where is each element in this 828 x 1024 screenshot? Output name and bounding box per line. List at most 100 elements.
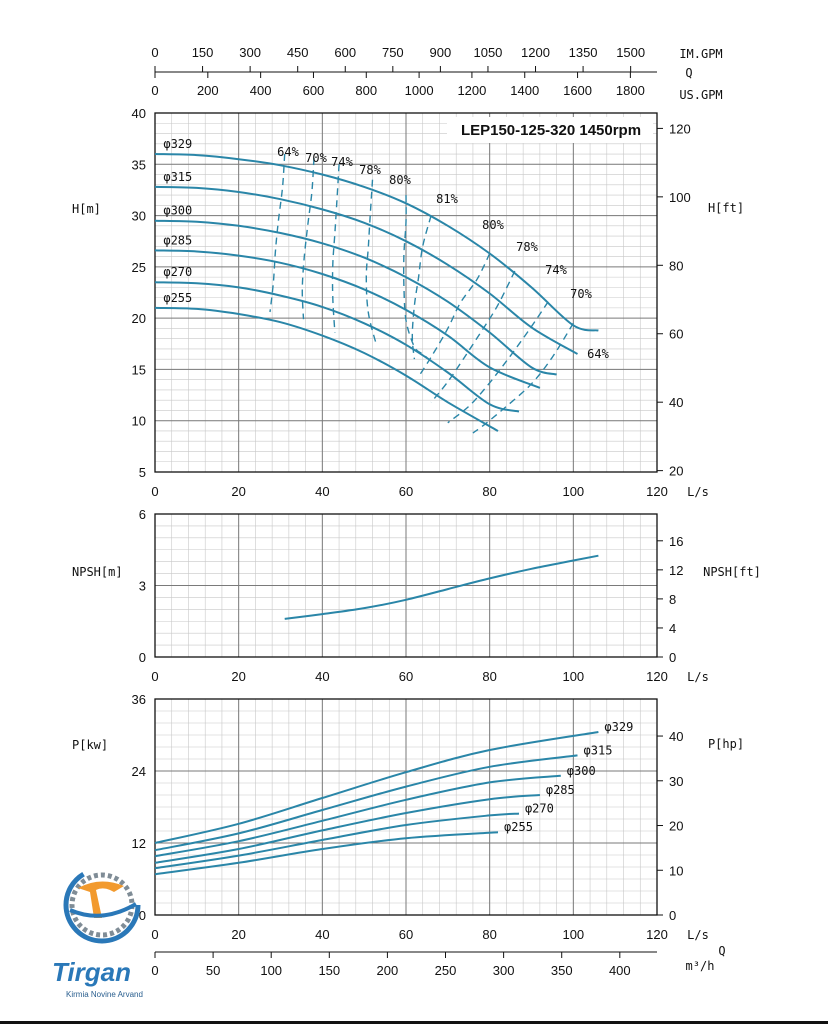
x-tick-label: 20 [231, 669, 245, 684]
x-tick-label: 60 [399, 927, 413, 942]
power-curve-label: φ329 [604, 720, 633, 734]
x-tick-label: 100 [562, 927, 584, 942]
top-us-gpm-tick: 1200 [457, 83, 486, 98]
y-right-tick-label: 10 [669, 863, 683, 878]
top-us-gpm-tick: 800 [355, 83, 377, 98]
efficiency-curve [301, 158, 315, 320]
x-tick-label: 120 [646, 669, 668, 684]
impeller-diameter-label: φ300 [163, 204, 192, 218]
top-im-gpm-tick: 1350 [569, 45, 598, 60]
efficiency-label: 70% [570, 287, 592, 301]
impeller-diameter-label: φ270 [163, 265, 192, 279]
y-tick-label: 25 [132, 260, 146, 275]
top-im-gpm-tick: 300 [239, 45, 261, 60]
y-axis-label: P[kw] [72, 738, 108, 752]
y-right-tick-label: 16 [669, 534, 683, 549]
efficiency-label: 70% [305, 151, 327, 165]
efficiency-curve [418, 253, 491, 377]
x-tick-label: 120 [646, 484, 668, 499]
x-axis-label: L/s [687, 928, 709, 942]
bottom-m3h-tick: 300 [493, 963, 515, 978]
series-line [154, 831, 499, 876]
y-axis-label: NPSH[m] [72, 565, 123, 579]
efficiency-curve [472, 322, 574, 434]
bottom-m3h-tick: 400 [609, 963, 631, 978]
efficiency-curve [411, 215, 432, 360]
power-curve-label: φ285 [546, 783, 575, 797]
y-right-tick-label: 4 [669, 621, 676, 636]
y-right-tick-label: 20 [669, 464, 683, 479]
top-us-gpm-tick: 600 [303, 83, 325, 98]
y-tick-label: 5 [139, 465, 146, 480]
x-tick-label: 80 [482, 484, 496, 499]
logo-mark-icon [78, 881, 124, 918]
power-curve-label: φ315 [584, 743, 613, 757]
y-right-tick-label: 100 [669, 190, 691, 205]
x-tick-label: 20 [231, 927, 245, 942]
y-tick-label: 35 [132, 157, 146, 172]
series-line [154, 219, 557, 376]
efficiency-label: 80% [482, 218, 504, 232]
logo-wordmark: Tirgan [52, 957, 131, 987]
x-tick-label: 80 [482, 669, 496, 684]
y-right-tick-label: 40 [669, 395, 683, 410]
efficiency-curve [269, 153, 286, 313]
y-right-tick-label: 12 [669, 563, 683, 578]
top-us-gpm-tick: 1800 [616, 83, 645, 98]
power-curve-label: φ255 [504, 820, 533, 834]
top-axis-unit-us-gpm: US.GPM [679, 88, 722, 102]
impeller-diameter-label: φ285 [163, 233, 192, 247]
chart-title: LEP150-125-320 1450rpm [461, 122, 641, 139]
y-tick-label: 0 [139, 650, 146, 665]
efficiency-label: 64% [587, 347, 609, 361]
y-tick-label: 12 [132, 836, 146, 851]
bottom-m3h-tick: 100 [260, 963, 282, 978]
top-im-gpm-tick: 750 [382, 45, 404, 60]
y-tick-label: 20 [132, 311, 146, 326]
plot-frame [154, 112, 658, 473]
x-tick-label: 0 [151, 484, 158, 499]
bottom-m3h-tick: 150 [318, 963, 340, 978]
series-line [154, 812, 520, 870]
efficiency-curve [447, 301, 549, 424]
y-tick-label: 10 [132, 414, 146, 429]
top-us-gpm-tick: 200 [197, 83, 219, 98]
efficiency-label: 74% [331, 155, 353, 169]
top-im-gpm-tick: 450 [287, 45, 309, 60]
top-us-gpm-tick: 1000 [405, 83, 434, 98]
bottom-axis-unit-q: Q [718, 944, 725, 958]
series-line [154, 249, 541, 389]
bottom-m3h-tick: 50 [206, 963, 220, 978]
plot-frame [154, 513, 658, 658]
top-im-gpm-tick: 600 [334, 45, 356, 60]
series-line [154, 185, 578, 355]
efficiency-label: 74% [545, 263, 567, 277]
y-right-tick-label: 40 [669, 729, 683, 744]
x-tick-label: 60 [399, 484, 413, 499]
x-tick-label: 40 [315, 669, 329, 684]
bottom-m3h-tick: 200 [377, 963, 399, 978]
title-background [447, 117, 653, 143]
x-tick-label: 40 [315, 927, 329, 942]
top-im-gpm-tick: 900 [430, 45, 452, 60]
plot-frame [154, 698, 658, 916]
top-axis-unit-q: Q [685, 66, 692, 80]
x-tick-label: 20 [231, 484, 245, 499]
top-axis-unit-im-gpm: IM.GPM [679, 47, 722, 61]
company-logo: Tirgan Kirmia Novine Arvand [52, 866, 143, 999]
x-tick-label: 0 [151, 927, 158, 942]
bottom-border [0, 1021, 828, 1024]
x-tick-label: 80 [482, 927, 496, 942]
efficiency-curve [365, 179, 378, 346]
bottom-m3h-tick: 350 [551, 963, 573, 978]
top-us-gpm-tick: 1400 [510, 83, 539, 98]
series-line [154, 774, 561, 858]
bottom-axis-unit: m³/h [686, 959, 715, 973]
y-tick-label: 6 [139, 507, 146, 522]
y-tick-label: 30 [132, 209, 146, 224]
x-tick-label: 0 [151, 669, 158, 684]
y-right-tick-label: 80 [669, 258, 683, 273]
y-right-tick-label: 30 [669, 774, 683, 789]
y-tick-label: 15 [132, 362, 146, 377]
